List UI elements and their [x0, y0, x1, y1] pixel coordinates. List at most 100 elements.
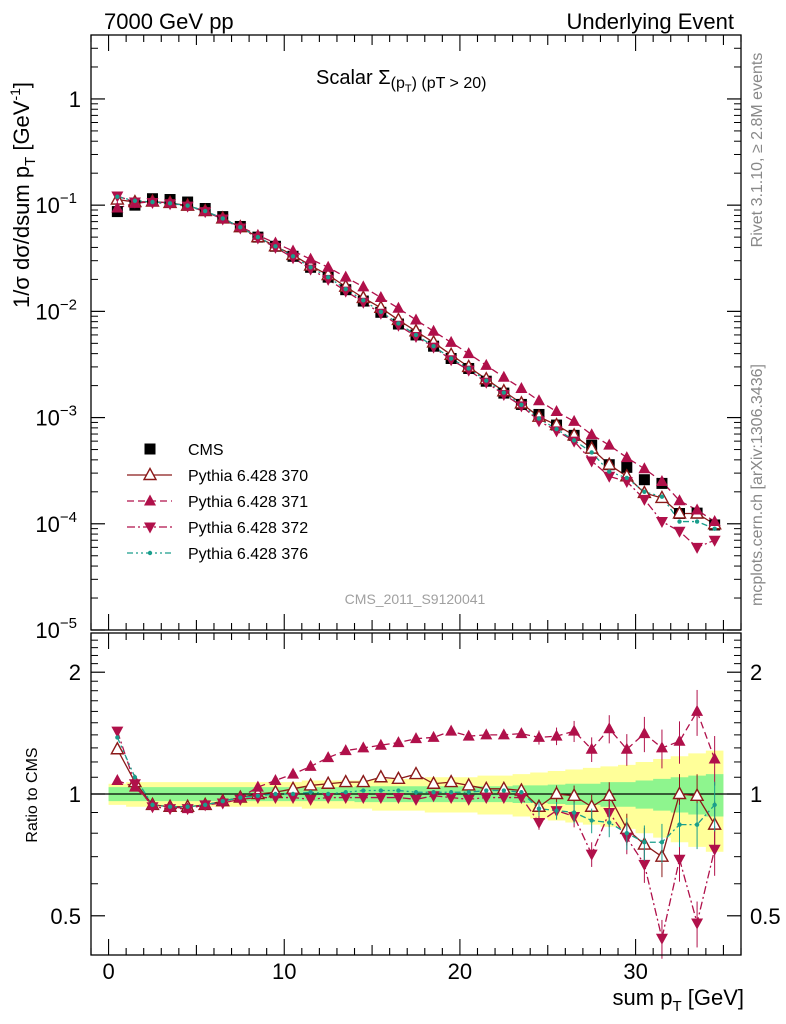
- series-4-point: [185, 203, 190, 208]
- ratio-series-3-point: [519, 790, 524, 795]
- series-4-point: [167, 201, 173, 206]
- series-1-point: [602, 456, 617, 470]
- y-tick-label: 10−2: [35, 296, 77, 324]
- ratio-series-3-point: [536, 806, 542, 811]
- ratio-series-3-point: [290, 791, 296, 797]
- ratio-ticks: 0.5 0.51 12 20 10 20 30: [50, 633, 781, 984]
- legend-label: Pythia 6.428 371: [188, 494, 308, 511]
- ratio-series-2-point: [392, 793, 405, 805]
- ratio-series-3-point: [466, 790, 471, 795]
- ratio-series-3-point: [431, 790, 436, 795]
- series-2-point: [532, 394, 545, 406]
- series-1-point: [672, 505, 687, 519]
- series-4-point: [290, 254, 296, 259]
- series-4-point: [642, 489, 647, 495]
- ratio-series-1-point: [357, 741, 370, 753]
- ratio-series-3-point: [273, 791, 278, 797]
- series-2-point: [708, 515, 721, 527]
- series-4-point: [413, 332, 419, 338]
- ratio-series-3-point: [448, 790, 454, 795]
- ratio-series-1-point: [251, 780, 264, 792]
- ratio-series-0-point: [672, 786, 687, 800]
- x-axis-label: sum pT [GeV]: [613, 985, 744, 1015]
- ratio-series-3-point: [554, 808, 559, 813]
- ratio-series-2-point: [445, 793, 458, 805]
- legend: CMS Pythia 6.428 370 Pythia 6.428 371 Pythi…: [127, 442, 308, 563]
- ratio-series-layer: [110, 689, 722, 959]
- series-3-point: [673, 526, 686, 538]
- series-3-point: [532, 416, 545, 428]
- ratio-series-2-point: [462, 794, 475, 806]
- ratio-series-1-point: [708, 752, 721, 764]
- main-plot: 1 10−1 10−2 10−3 10−4 10−5 Scalar Σ(pT) (pT >…: [7, 34, 742, 643]
- ratio-series-2-point: [287, 793, 300, 805]
- series-3-point: [287, 253, 300, 265]
- ratio-series-1-point: [638, 727, 651, 739]
- ratio-series-2-point: [655, 933, 668, 945]
- legend-label: CMS: [188, 442, 224, 459]
- ratio-series-1-point: [111, 773, 124, 785]
- ratio-series-1-point: [339, 744, 352, 756]
- ratio-series-2-point: [410, 794, 422, 806]
- ratio-series-2-point: [532, 818, 545, 830]
- series-2-point: [497, 370, 510, 382]
- series-3-point: [339, 286, 352, 298]
- series-3-point: [655, 517, 668, 529]
- ratio-series-2-point: [251, 793, 264, 805]
- ratio-series-1-point: [515, 727, 528, 739]
- ratio-series-3-point: [677, 822, 682, 827]
- ratio-series-3-point: [202, 802, 208, 808]
- main-series-layer: [110, 191, 722, 554]
- series-2-point: [322, 260, 335, 272]
- series-4-point: [325, 274, 331, 280]
- ratio-series-1-point: [374, 738, 387, 750]
- ratio-series-1-point: [287, 767, 300, 779]
- side-label-rivet: Rivet 3.1.10, ≥ 2.8M events: [749, 53, 766, 248]
- series-3-point: [708, 535, 721, 547]
- ratio-series-1-point: [673, 734, 686, 746]
- ratio-series-2-point: [146, 802, 159, 814]
- series-3-point: [410, 331, 422, 343]
- ratio-series-1-point: [585, 742, 598, 754]
- ratio-series-3-point: [220, 798, 225, 804]
- series-2-point: [691, 503, 704, 515]
- y-axis-label-main: 1/σ dσ/dsum pT [GeV-1]: [7, 82, 39, 308]
- ratio-series-2-point: [269, 793, 282, 805]
- ratio-series-0-point: [549, 786, 564, 800]
- ratio-series-3-point: [361, 788, 366, 793]
- series-4-point: [501, 390, 507, 395]
- ratio-series-1-point: [568, 724, 581, 736]
- y-axis-label-ratio: Ratio to CMS: [24, 747, 41, 842]
- ratio-series-3-point: [571, 810, 577, 815]
- ratio-series-1-point: [550, 729, 563, 741]
- ratio-series-1-point: [427, 730, 440, 742]
- series-3-point: [392, 320, 405, 332]
- x-tick-label: 0: [102, 959, 114, 984]
- series-3-point: [480, 377, 493, 389]
- ratio-series-0-point: [408, 766, 424, 780]
- legend-marker: [147, 550, 153, 556]
- series-2-point: [515, 381, 528, 393]
- ratio-plot: 0.5 0.51 12 20 10 20 30 Ratio to CMS sum pT [G…: [24, 632, 781, 1015]
- x-tick-label: 30: [623, 959, 647, 984]
- series-4-point: [448, 356, 454, 361]
- ratio-series-1-point: [655, 741, 668, 753]
- series-3-point: [304, 264, 317, 276]
- ratio-series-2-point: [357, 793, 370, 805]
- series-3-point: [691, 542, 704, 554]
- ratio-series-1-point: [603, 722, 616, 734]
- x-tick-label: 20: [448, 959, 472, 984]
- ratio-series-0-point: [461, 777, 476, 791]
- series-4-point: [273, 244, 278, 249]
- ratio-series-2-point: [164, 804, 177, 816]
- ratio-series-3-point: [694, 822, 700, 827]
- series-4-point: [238, 225, 243, 230]
- ratio-series-2-point: [304, 794, 317, 806]
- series-3-point: [497, 389, 510, 401]
- ratio-series-3-point: [238, 795, 243, 800]
- ratio-series-2-point: [339, 793, 352, 805]
- series-0-point: [638, 474, 650, 486]
- ratio-series-3-point: [624, 831, 630, 836]
- ratio-series-1-point: [304, 759, 317, 771]
